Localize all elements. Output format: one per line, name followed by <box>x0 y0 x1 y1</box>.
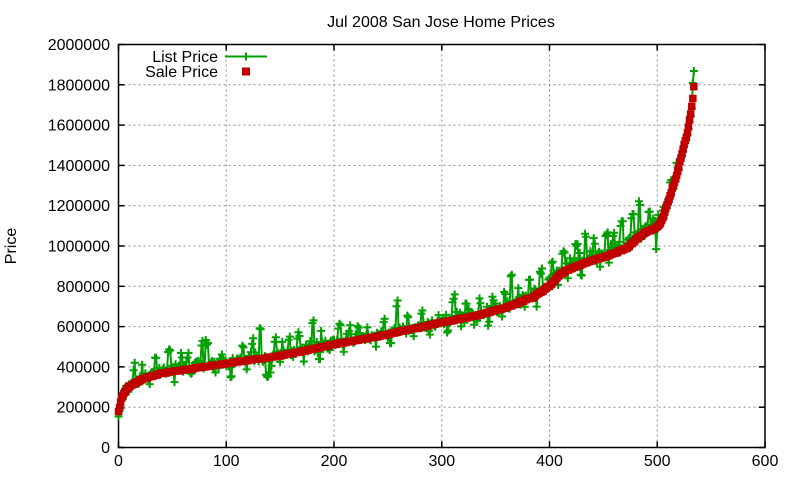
svg-text:400: 400 <box>536 453 563 470</box>
svg-text:Jul 2008 San Jose Home Prices: Jul 2008 San Jose Home Prices <box>327 14 555 31</box>
svg-text:0: 0 <box>101 440 110 457</box>
svg-text:200: 200 <box>321 453 348 470</box>
svg-text:Sale Price: Sale Price <box>145 64 218 81</box>
svg-text:1000000: 1000000 <box>48 239 110 256</box>
svg-text:1400000: 1400000 <box>48 158 110 175</box>
svg-text:800000: 800000 <box>57 279 110 296</box>
svg-text:1800000: 1800000 <box>48 77 110 94</box>
svg-text:300: 300 <box>428 453 455 470</box>
svg-text:List Price: List Price <box>152 49 218 66</box>
svg-text:Price: Price <box>3 228 20 265</box>
svg-text:0: 0 <box>114 453 123 470</box>
svg-text:100: 100 <box>213 453 240 470</box>
svg-text:600: 600 <box>752 453 779 470</box>
svg-text:1600000: 1600000 <box>48 118 110 135</box>
svg-text:1200000: 1200000 <box>48 198 110 215</box>
svg-text:400000: 400000 <box>57 359 110 376</box>
svg-text:500: 500 <box>644 453 671 470</box>
svg-text:600000: 600000 <box>57 319 110 336</box>
svg-text:200000: 200000 <box>57 400 110 417</box>
svg-text:2000000: 2000000 <box>48 37 110 54</box>
